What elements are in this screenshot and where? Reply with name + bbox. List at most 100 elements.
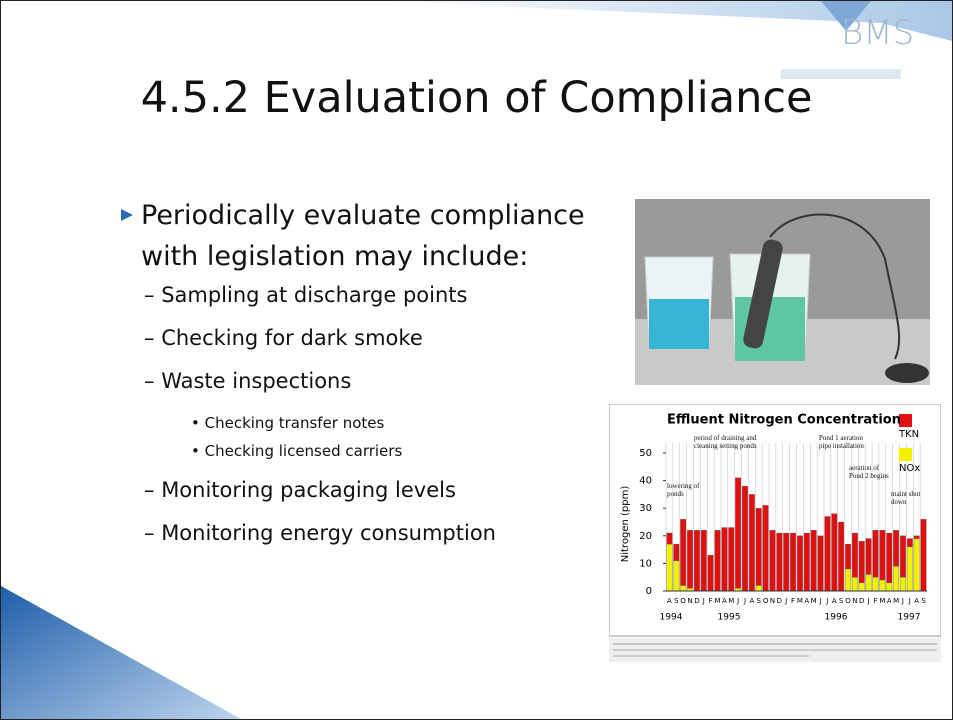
annotation: period of draining and cleaning setting … bbox=[694, 434, 779, 460]
x-tick-label: F bbox=[791, 597, 795, 605]
bar-segment bbox=[859, 541, 864, 582]
sub-bullet-text: Waste inspections bbox=[161, 369, 351, 393]
sub-sub-bullet-text: Checking licensed carriers bbox=[205, 442, 403, 460]
year-label: 1994 bbox=[660, 613, 683, 623]
bar-segment bbox=[838, 522, 843, 591]
year-label: 1995 bbox=[718, 613, 741, 623]
bar-segment bbox=[715, 530, 720, 591]
x-tick-label: A bbox=[887, 597, 892, 605]
x-tick-label: A bbox=[722, 597, 727, 605]
bar-segment bbox=[832, 514, 837, 591]
year-label: 1996 bbox=[825, 613, 848, 623]
x-tick-label: J bbox=[867, 597, 870, 605]
y-tick-label: 20 bbox=[639, 531, 652, 542]
annotation-text: aeration of Pond 2 begins bbox=[849, 464, 894, 480]
bar-segment bbox=[722, 528, 727, 591]
x-tick-label: M bbox=[811, 597, 817, 605]
x-tick-label: J bbox=[819, 597, 822, 605]
bullet-arrow bbox=[119, 207, 135, 223]
sub-sub-bullet: • Checking transfer notes bbox=[191, 414, 384, 432]
sub-bullet-text: Monitoring energy consumption bbox=[161, 521, 496, 545]
slide: BMS 4.5.2 Evaluation of Compliance Perio… bbox=[0, 0, 953, 720]
x-tick-label: S bbox=[756, 597, 761, 605]
y-tick-label: 30 bbox=[639, 503, 652, 514]
x-tick-label: F bbox=[873, 597, 877, 605]
photo bbox=[635, 199, 930, 385]
bar-segment bbox=[893, 530, 898, 566]
x-tick-label: J bbox=[825, 597, 828, 605]
x-tick-label: M bbox=[797, 597, 803, 605]
bar-segment bbox=[900, 536, 905, 577]
sub-bullet-text: Sampling at discharge points bbox=[161, 283, 467, 307]
sub-bullet: – Sampling at discharge points bbox=[144, 283, 467, 307]
bar-segment bbox=[921, 519, 926, 591]
bar-segment bbox=[749, 494, 754, 591]
bar-segment bbox=[907, 547, 912, 591]
legend-swatch bbox=[899, 448, 912, 461]
sub-bullet: – Waste inspections bbox=[144, 369, 351, 393]
bar-segment bbox=[893, 566, 898, 591]
bar-segment bbox=[886, 583, 891, 591]
x-tick-label: M bbox=[714, 597, 720, 605]
sub-sub-bullet: • Checking licensed carriers bbox=[191, 442, 402, 460]
bar-segment bbox=[907, 539, 912, 547]
annotation: Pond 1 aeration pipe installation bbox=[819, 434, 874, 464]
bar-segment bbox=[770, 530, 775, 591]
bar-segment bbox=[914, 536, 919, 539]
bar-segment bbox=[783, 533, 788, 591]
bar-segment bbox=[694, 530, 699, 591]
y-tick-label: 10 bbox=[639, 558, 652, 569]
bar-segment bbox=[674, 544, 679, 561]
bar-segment bbox=[790, 533, 795, 591]
bar-segment bbox=[756, 585, 761, 591]
x-tick-label: J bbox=[736, 597, 739, 605]
sub-sub-bullet-text: Checking transfer notes bbox=[205, 414, 385, 432]
y-axis-label: Nitrogen (ppm) bbox=[620, 486, 631, 563]
bar-segment bbox=[866, 539, 871, 575]
bar-segment bbox=[818, 536, 823, 591]
x-tick-label: J bbox=[702, 597, 705, 605]
bar-segment bbox=[735, 478, 740, 588]
sub-bullet: – Monitoring packaging levels bbox=[144, 478, 456, 502]
bar-segment bbox=[811, 530, 816, 591]
bar-segment bbox=[880, 580, 885, 591]
sub-bullet: – Monitoring energy consumption bbox=[144, 521, 496, 545]
bar-segment bbox=[859, 583, 864, 591]
x-tick-label: D bbox=[777, 597, 782, 605]
legend-label: TKN bbox=[898, 429, 919, 440]
bar-segment bbox=[886, 533, 891, 583]
x-tick-label: A bbox=[667, 597, 672, 605]
x-tick-label: S bbox=[839, 597, 844, 605]
annotation-text: lowering of ponds bbox=[667, 482, 709, 498]
bar-segment bbox=[708, 555, 713, 591]
sub-bullet: – Checking for dark smoke bbox=[144, 326, 423, 350]
y-tick-label: 0 bbox=[646, 586, 652, 597]
bar-segment bbox=[825, 516, 830, 591]
bar-segment bbox=[680, 519, 685, 585]
bullet: Periodically evaluate compliance with le… bbox=[141, 195, 611, 277]
x-tick-label: J bbox=[901, 597, 904, 605]
bar-segment bbox=[742, 486, 747, 591]
y-tick-label: 40 bbox=[639, 476, 652, 487]
annotation: maint shut down bbox=[891, 490, 931, 510]
x-tick-label: S bbox=[674, 597, 679, 605]
bar-segment bbox=[880, 530, 885, 580]
bar-segment bbox=[804, 533, 809, 591]
chart-title: Effluent Nitrogen Concentration bbox=[667, 413, 901, 428]
bar-segment bbox=[667, 544, 672, 591]
bar-segment bbox=[763, 505, 768, 591]
bar-segment bbox=[729, 528, 734, 591]
x-tick-label: N bbox=[852, 597, 857, 605]
x-tick-label: A bbox=[749, 597, 754, 605]
annotation: aeration of Pond 2 begins bbox=[849, 464, 894, 488]
x-tick-label: J bbox=[908, 597, 911, 605]
y-tick-label: 50 bbox=[639, 448, 652, 459]
x-tick-label: N bbox=[770, 597, 775, 605]
bar-segment bbox=[701, 530, 706, 591]
bar-segment bbox=[667, 533, 672, 544]
logo: BMS bbox=[841, 13, 914, 53]
x-tick-label: N bbox=[687, 597, 692, 605]
bar-segment bbox=[866, 574, 871, 591]
bar-segment bbox=[852, 577, 857, 591]
